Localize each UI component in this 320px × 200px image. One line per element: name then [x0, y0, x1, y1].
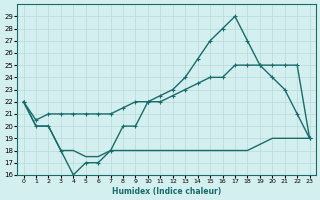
X-axis label: Humidex (Indice chaleur): Humidex (Indice chaleur): [112, 187, 221, 196]
